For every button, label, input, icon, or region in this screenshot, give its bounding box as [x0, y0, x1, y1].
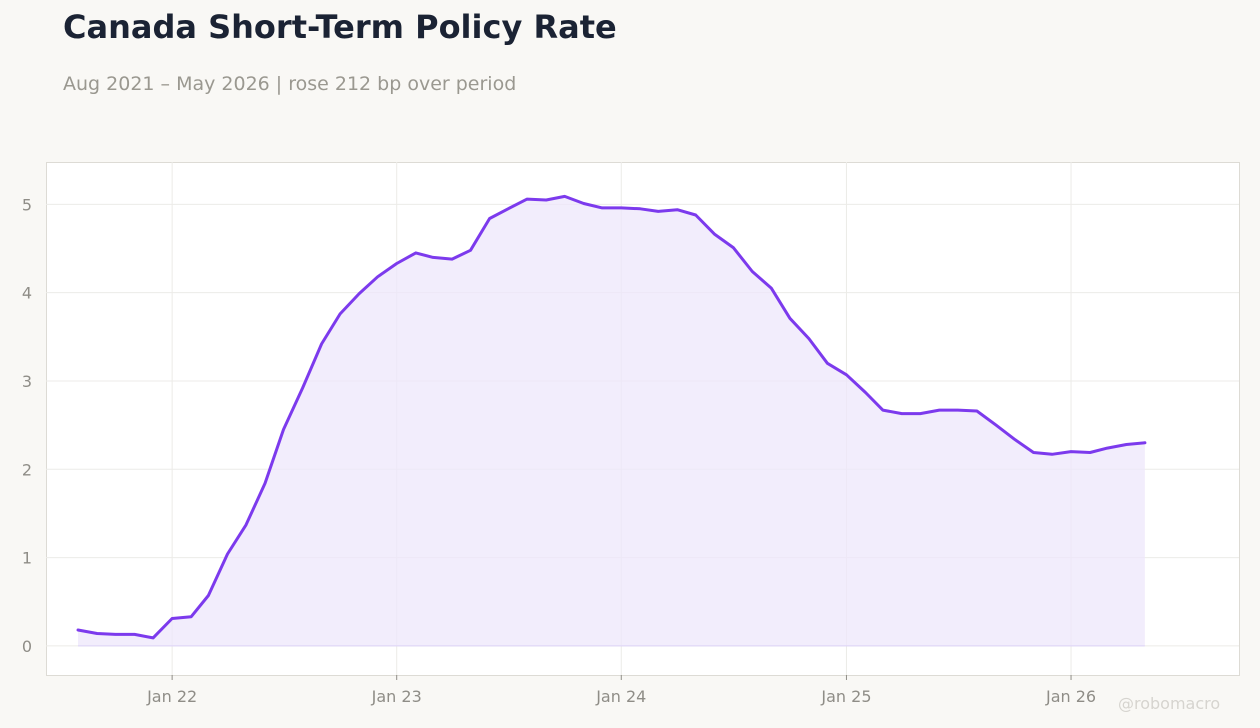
y-tick-label: 3: [22, 372, 32, 391]
y-tick-label: 0: [22, 637, 32, 656]
chart-subtitle: Aug 2021 – May 2026 | rose 212 bp over p…: [63, 73, 517, 95]
y-tick-label: 4: [22, 284, 32, 303]
x-tick-label: Jan 22: [146, 687, 197, 706]
x-tick-label: Jan 24: [595, 687, 646, 706]
x-tick-label: Jan 23: [371, 687, 422, 706]
rate-line: [76, 194, 1147, 640]
y-tick-label: 5: [22, 195, 32, 214]
x-tick-label: Jan 26: [1045, 687, 1096, 706]
chart-title: Canada Short-Term Policy Rate: [63, 8, 617, 46]
data-layer: [76, 194, 1147, 647]
area-fill: [78, 196, 1145, 646]
watermark: @robomacro: [1118, 694, 1221, 713]
y-tick-label: 2: [22, 460, 32, 479]
axis-ticks: 0 1 2 3 4 5 Jan 22 Jan 23 Jan 24 Jan 25 Jan 26: [22, 195, 1096, 706]
x-tick-label: Jan 25: [820, 687, 871, 706]
y-tick-label: 1: [22, 549, 32, 568]
